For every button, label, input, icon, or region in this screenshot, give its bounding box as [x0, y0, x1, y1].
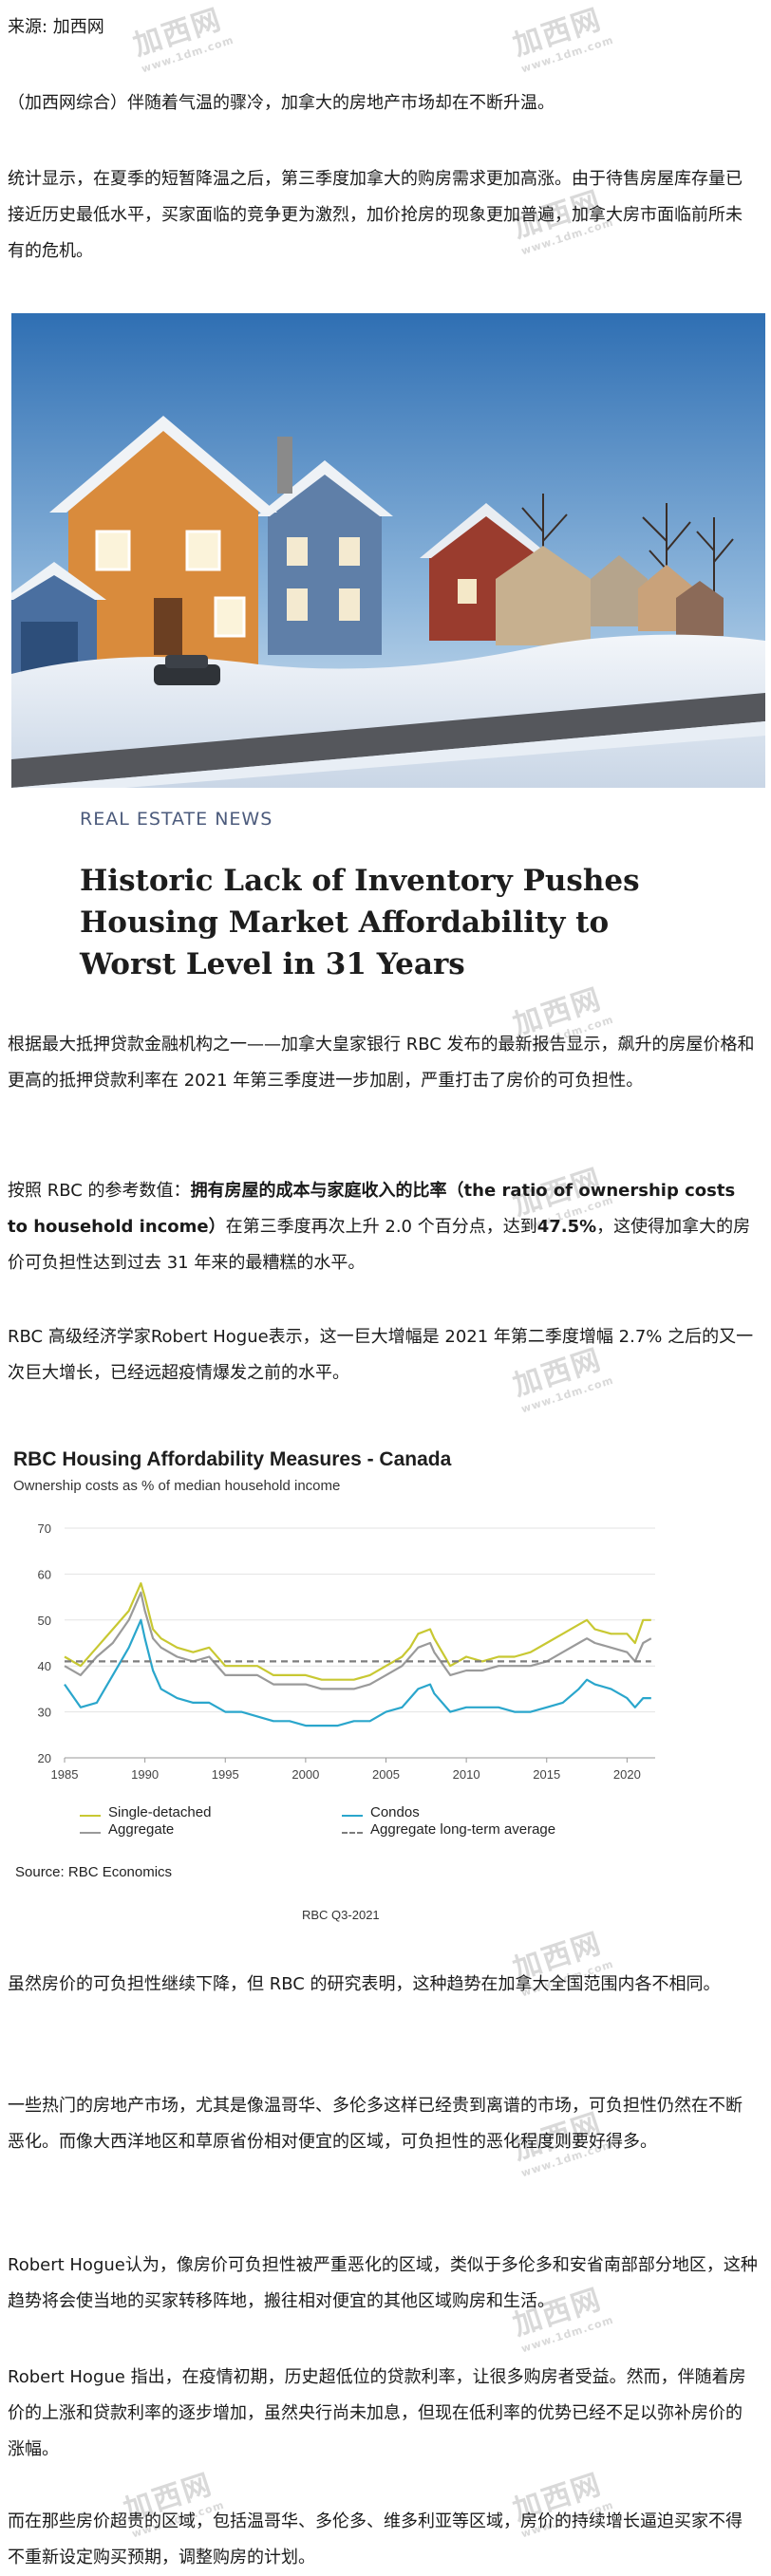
- x-tick-label: 2000: [291, 1767, 319, 1782]
- legend-swatch-long-term-average: [342, 1832, 363, 1834]
- paragraph-rbc-report: 根据最大抵押贷款金融机构之一——加拿大皇家银行 RBC 发布的最新报告显示，飙升…: [8, 1035, 755, 1091]
- ratio-conclusion-text: ，这使得加拿大的房价可负担性达到过去 31 年来的最糟糕的水平。: [8, 1217, 751, 1273]
- paragraph-interest-rates: Robert Hogue 指出，在疫情初期，历史超低位的贷款利率，让很多购房者受…: [8, 2367, 746, 2459]
- paragraph-statistics: 统计显示，在夏季的短暂降温之后，第三季度加拿大的购房需求更加高涨。由于待售房屋库…: [8, 169, 743, 261]
- x-tick-label: 1995: [212, 1767, 239, 1782]
- x-tick-label: 1985: [51, 1767, 79, 1782]
- source-line: 来源: 加西网: [8, 17, 104, 37]
- legend-label-condos: Condos: [370, 1804, 420, 1820]
- series-line-single-detached: [64, 1581, 651, 1681]
- news-category-label: REAL ESTATE NEWS: [80, 809, 273, 830]
- y-tick-label: 30: [38, 1706, 51, 1720]
- y-tick-label: 50: [38, 1614, 51, 1628]
- series-line-aggregate: [64, 1591, 652, 1690]
- y-tick-label: 70: [38, 1521, 51, 1536]
- x-tick-label: 2010: [453, 1767, 480, 1782]
- paragraph-ratio: 按照 RBC 的参考数值：拥有房屋的成本与家庭收入的比率（the ratio o…: [8, 1173, 758, 1281]
- x-tick-label: 2020: [613, 1767, 641, 1782]
- y-tick-label: 60: [38, 1567, 51, 1581]
- y-tick-label: 20: [38, 1751, 51, 1765]
- x-tick-label: 1990: [131, 1767, 159, 1782]
- chart-source: Source: RBC Economics: [15, 1864, 173, 1880]
- paragraph-buyers-migrate: Robert Hogue认为，像房价可负担性被严重恶化的区域，类似于多伦多和安省…: [8, 2255, 758, 2311]
- paragraph-intro: （加西网综合）伴随着气温的骤冷，加拿大的房地产市场却在不断升温。: [8, 93, 555, 113]
- legend-swatch-single-detached: [80, 1815, 101, 1817]
- paragraph-trend-varies: 虽然房价的可负担性继续下降，但 RBC 的研究表明，这种趋势在加拿大全国范围内各…: [8, 1974, 721, 1994]
- series-line-condos: [64, 1618, 651, 1727]
- x-tick-label: 2015: [533, 1767, 560, 1782]
- legend-swatch-condos: [342, 1815, 363, 1817]
- chart-subtitle: Ownership costs as % of median household…: [13, 1478, 341, 1494]
- ratio-value-bold: 47.5%: [536, 1217, 597, 1237]
- hero-image-snowy-houses: [11, 313, 765, 788]
- paragraph-hot-markets: 一些热门的房地产市场，尤其是像温哥华、多伦多这样已经贵到离谱的市场，可负担性仍然…: [8, 2096, 743, 2152]
- legend-label-aggregate: Aggregate: [108, 1821, 175, 1838]
- y-tick-label: 40: [38, 1659, 51, 1673]
- paragraph-expensive-regions: 而在那些房价超贵的区域，包括温哥华、多伦多、维多利亚等区域，房价的持续增长逼迫买…: [8, 2511, 743, 2567]
- ratio-change-text: 在第三季度再次上升 2.0 个百分点，达到: [225, 1217, 537, 1237]
- chart-reference: RBC Q3-2021: [302, 1908, 380, 1922]
- chart-title: RBC Housing Affordability Measures - Can…: [13, 1448, 452, 1470]
- legend-swatch-aggregate: [80, 1832, 101, 1834]
- ratio-definition-bold: 拥有房屋的成本与家庭收入的比率（the ratio of ownership c…: [8, 1181, 736, 1237]
- paragraph-economist: RBC 高级经济学家Robert Hogue表示，这一巨大增幅是 2021 年第…: [8, 1327, 754, 1383]
- news-headline: Historic Lack of Inventory Pushes Housin…: [80, 864, 640, 981]
- affordability-line-chart: 20 30 40 50 60 70 1985 1990 1995 2000 2005 2010 2015…: [38, 1521, 655, 1782]
- legend-label-single-detached: Single-detached: [108, 1804, 212, 1820]
- legend-label-long-term-average: Aggregate long-term average: [370, 1821, 556, 1838]
- x-tick-label: 2005: [372, 1767, 400, 1782]
- ratio-intro-text: 按照 RBC 的参考数值：: [8, 1181, 191, 1201]
